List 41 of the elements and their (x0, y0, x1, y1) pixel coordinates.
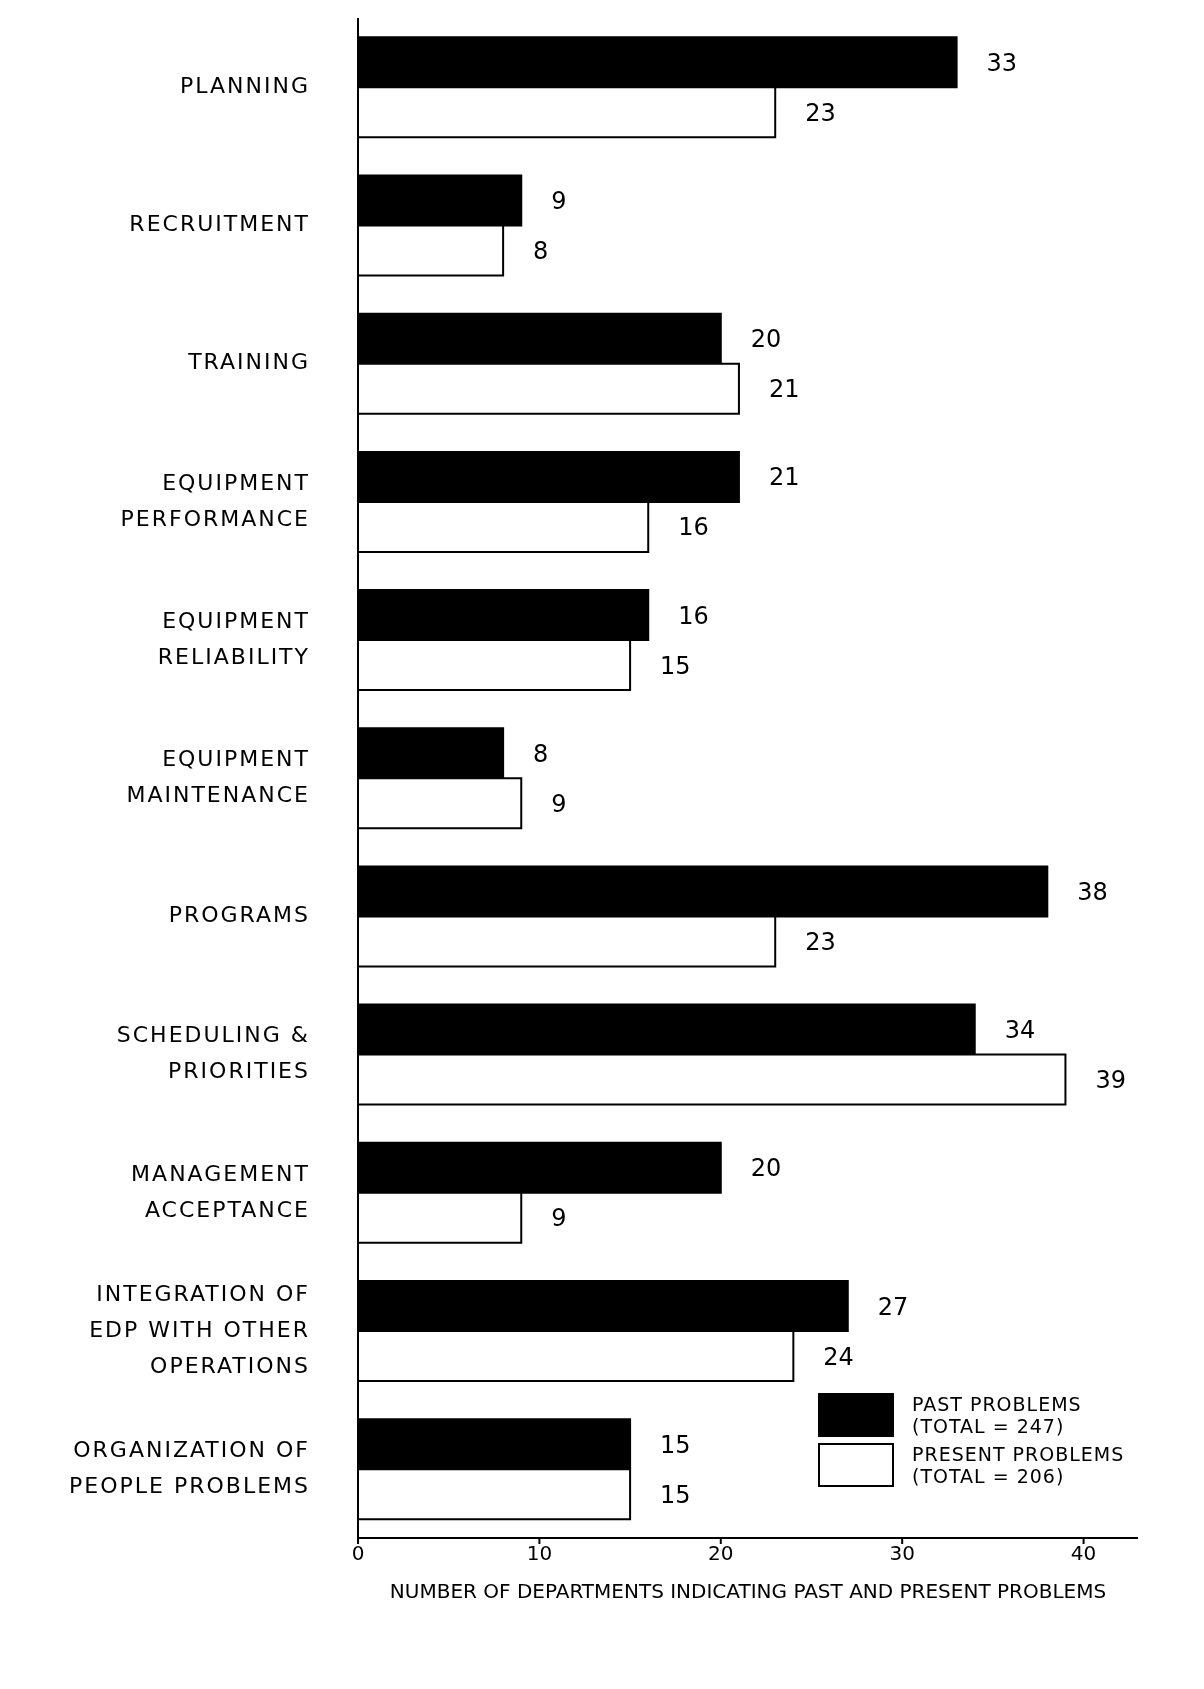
y-tick-label: PROGRAMS (168, 902, 310, 928)
data-label: 9 (551, 1204, 567, 1233)
y-tick-label: PLANNING (180, 73, 310, 99)
y-tick-label: INTEGRATION OF EDP WITH OTHER OPERATIONS (89, 1280, 310, 1378)
data-label: 16 (678, 513, 709, 542)
x-tick-label: 0 (351, 1541, 365, 1566)
data-label: 27 (877, 1292, 909, 1321)
data-label: 20 (750, 1154, 782, 1183)
y-tick-label: EQUIPMENT PERFORMANCE (120, 469, 310, 531)
data-label: 15 (660, 1480, 691, 1509)
y-tick-label: ORGANIZATION OF PEOPLE PROBLEMS (69, 1436, 310, 1498)
data-label: 8 (533, 739, 549, 768)
x-tick-label: 20 (708, 1541, 734, 1566)
data-label: 8 (533, 237, 549, 266)
x-tick-label: 40 (1070, 1541, 1097, 1566)
legend-label: PAST PROBLEMS (TOTAL = 247) (912, 1393, 1083, 1437)
y-tick-label: TRAINING (187, 349, 310, 375)
data-label: 15 (660, 651, 691, 680)
data-label: 15 (660, 1430, 691, 1459)
data-label: 23 (805, 98, 836, 127)
x-axis-title: NUMBER OF DEPARTMENTS INDICATING PAST AND PRESENT PROBLEMS (389, 1579, 1107, 1603)
data-label: 9 (551, 789, 567, 818)
x-tick-label: 10 (526, 1541, 553, 1566)
data-label: 9 (551, 187, 567, 216)
data-label: 21 (768, 463, 800, 492)
data-label: 38 (1077, 877, 1108, 906)
data-label: 34 (1004, 1016, 1036, 1045)
y-tick-label: RECRUITMENT (129, 211, 310, 237)
y-tick-label: MANAGEMENT ACCEPTANCE (131, 1160, 310, 1222)
data-label: 24 (823, 1342, 854, 1371)
y-tick-label: EQUIPMENT MAINTENANCE (126, 746, 310, 807)
data-label: 33 (986, 48, 1018, 77)
legend-label: PRESENT PROBLEMS (TOTAL = 206) (912, 1443, 1126, 1487)
data-label: 21 (768, 375, 800, 404)
y-tick-label: EQUIPMENT RELIABILITY (157, 607, 310, 669)
data-label: 23 (805, 927, 836, 956)
data-label: 20 (750, 325, 782, 354)
data-label: 39 (1095, 1066, 1126, 1095)
x-tick-label: 30 (889, 1541, 915, 1566)
data-label: 16 (678, 601, 709, 630)
y-tick-label: SCHEDULING & PRIORITIES (116, 1022, 310, 1084)
